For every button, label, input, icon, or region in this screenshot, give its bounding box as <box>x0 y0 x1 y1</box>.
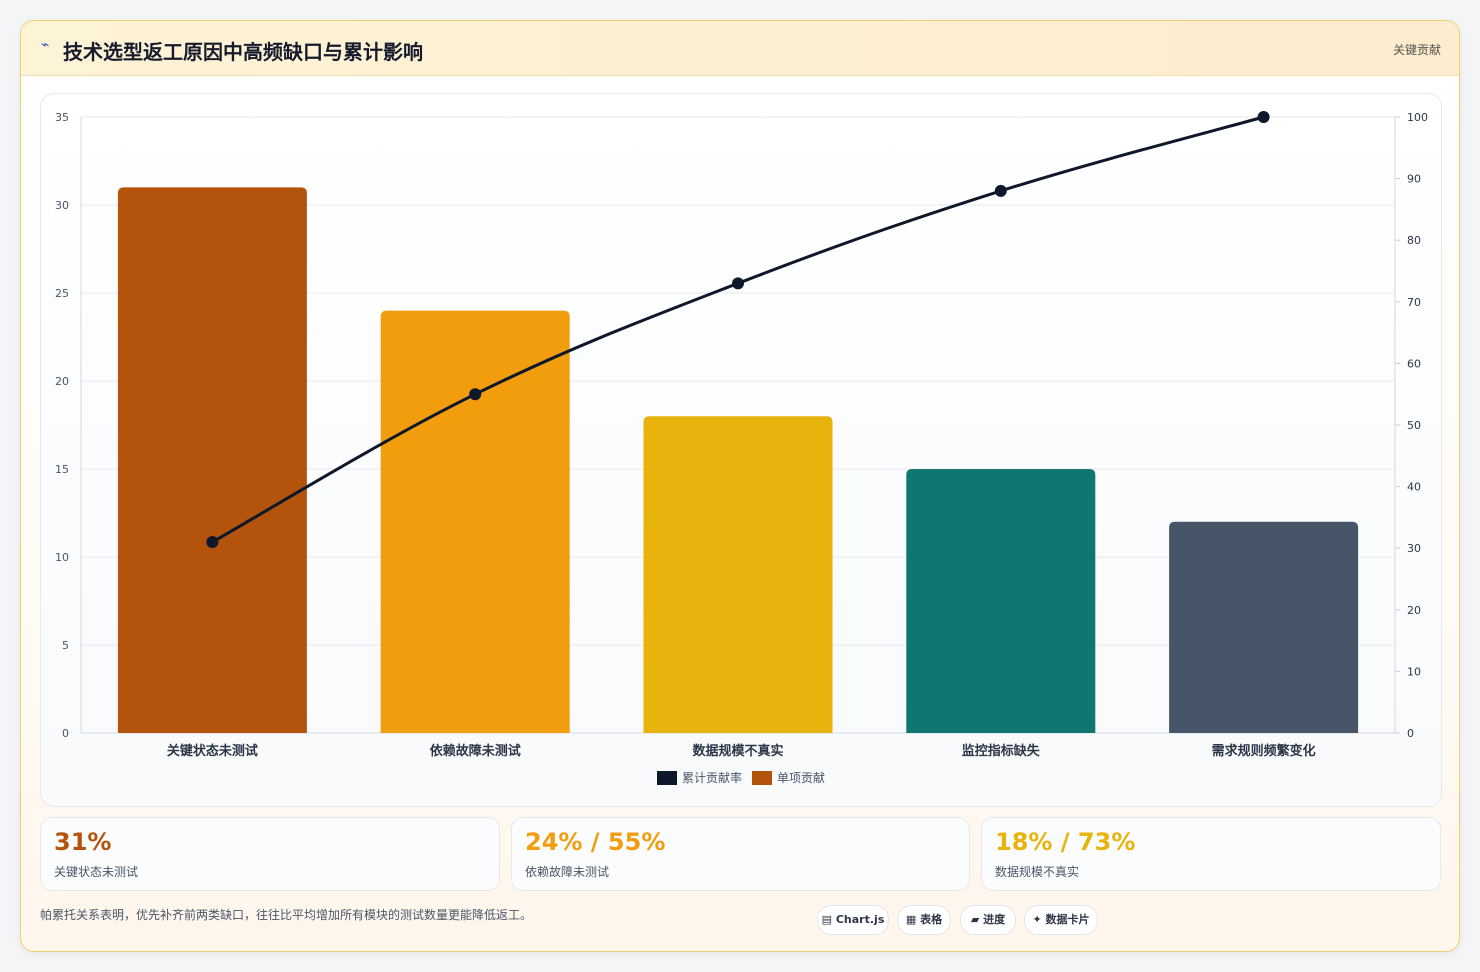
y-tick-label: 35 <box>55 111 69 124</box>
pill-label: 进度 <box>983 913 1006 926</box>
data-card-pill[interactable]: ✦ 数据卡片 <box>1024 905 1098 935</box>
legend-swatch <box>752 771 772 785</box>
y2-tick-label: 80 <box>1407 234 1421 247</box>
bar <box>643 416 833 733</box>
card-header: ⌁ 技术选型返工原因中高频缺口与累计影响 关键贡献 <box>21 21 1459 76</box>
y2-tick-label: 0 <box>1407 727 1414 740</box>
stat-card-3: 18% / 73% 数据规模不真实 <box>981 817 1441 891</box>
stat-label: 关键状态未测试 <box>54 865 139 879</box>
y2-tick-label: 50 <box>1407 419 1421 432</box>
pill-label: 数据卡片 <box>1045 913 1090 926</box>
y-tick-label: 25 <box>55 287 69 300</box>
y2-tick-label: 90 <box>1407 173 1421 186</box>
y2-tick-label: 40 <box>1407 481 1421 494</box>
pareto-chart: 0 5 10 15 20 25 30 35 0 10 20 30 40 50 60 70 80 90 100 关键状态… <box>55 111 1428 785</box>
cumulative-point <box>1257 111 1270 123</box>
pill-label: Chart.js <box>835 913 885 926</box>
stat-label: 数据规模不真实 <box>995 865 1080 879</box>
x-tick-label: 数据规模不真实 <box>692 743 783 759</box>
y-tick-label: 20 <box>55 375 69 388</box>
sparkle-icon: ✦ <box>1032 913 1042 926</box>
chart-icon: ⌁ <box>41 37 50 53</box>
y-tick-label: 5 <box>62 639 69 652</box>
progress-icon: ▰ <box>970 913 980 926</box>
y-tick-label: 0 <box>62 727 69 740</box>
legend-label: 累计贡献率 <box>682 770 742 785</box>
cumulative-point <box>206 536 219 549</box>
progress-pill[interactable]: ▰ 进度 <box>960 905 1016 935</box>
y2-tick-label: 10 <box>1407 665 1421 678</box>
report-card: ⌁ 技术选型返工原因中高频缺口与累计影响 关键贡献 0 5 10 15 20 25 30 35… <box>20 20 1460 952</box>
legend-swatch <box>657 771 677 785</box>
page-title: 技术选型返工原因中高频缺口与累计影响 <box>63 40 423 64</box>
chart-panel: 0 5 10 15 20 25 30 35 0 10 20 30 40 50 60 70 80 90 100 关键状态… <box>40 93 1442 807</box>
y2-tick-label: 70 <box>1407 296 1421 309</box>
bar <box>1169 521 1359 733</box>
table-pill[interactable]: ▦ 表格 <box>897 905 951 935</box>
y2-tick-label: 60 <box>1407 357 1421 370</box>
stat-label: 依赖故障未测试 <box>525 865 610 879</box>
cumulative-point <box>469 388 482 401</box>
y-tick-label: 15 <box>55 463 69 476</box>
y2-tick-label: 100 <box>1407 111 1428 124</box>
footnote: 帕累托关系表明，优先补齐前两类缺口，往往比平均增加所有模块的测试数量更能降低返工… <box>40 908 533 922</box>
bar <box>380 310 570 733</box>
cumulative-point <box>994 184 1007 197</box>
bar <box>906 469 1096 733</box>
y2-tick-label: 20 <box>1407 604 1421 617</box>
chartjs-pill[interactable]: ▤ Chart.js <box>817 905 889 935</box>
stat-value: 18% / 73% <box>995 828 1136 856</box>
cumulative-point <box>732 277 744 290</box>
pill-label: 表格 <box>920 913 943 926</box>
y2-tick-label: 30 <box>1407 542 1421 555</box>
header-tag: 关键贡献 <box>1392 43 1441 57</box>
stat-value: 24% / 55% <box>525 828 666 856</box>
chart-icon: ▤ <box>821 913 833 926</box>
x-tick-label: 需求规则频繁变化 <box>1212 743 1316 759</box>
y-tick-label: 10 <box>55 551 69 564</box>
x-tick-label: 依赖故障未测试 <box>430 743 521 759</box>
bar <box>117 187 307 733</box>
y-tick-label: 30 <box>55 199 69 212</box>
x-tick-label: 关键状态未测试 <box>167 743 258 759</box>
stat-card-1: 31% 关键状态未测试 <box>40 817 500 891</box>
table-icon: ▦ <box>905 913 917 926</box>
stat-value: 31% <box>54 828 112 856</box>
stat-card-2: 24% / 55% 依赖故障未测试 <box>511 817 970 891</box>
x-tick-label: 监控指标缺失 <box>962 743 1041 759</box>
legend-label: 单项贡献 <box>777 770 825 785</box>
